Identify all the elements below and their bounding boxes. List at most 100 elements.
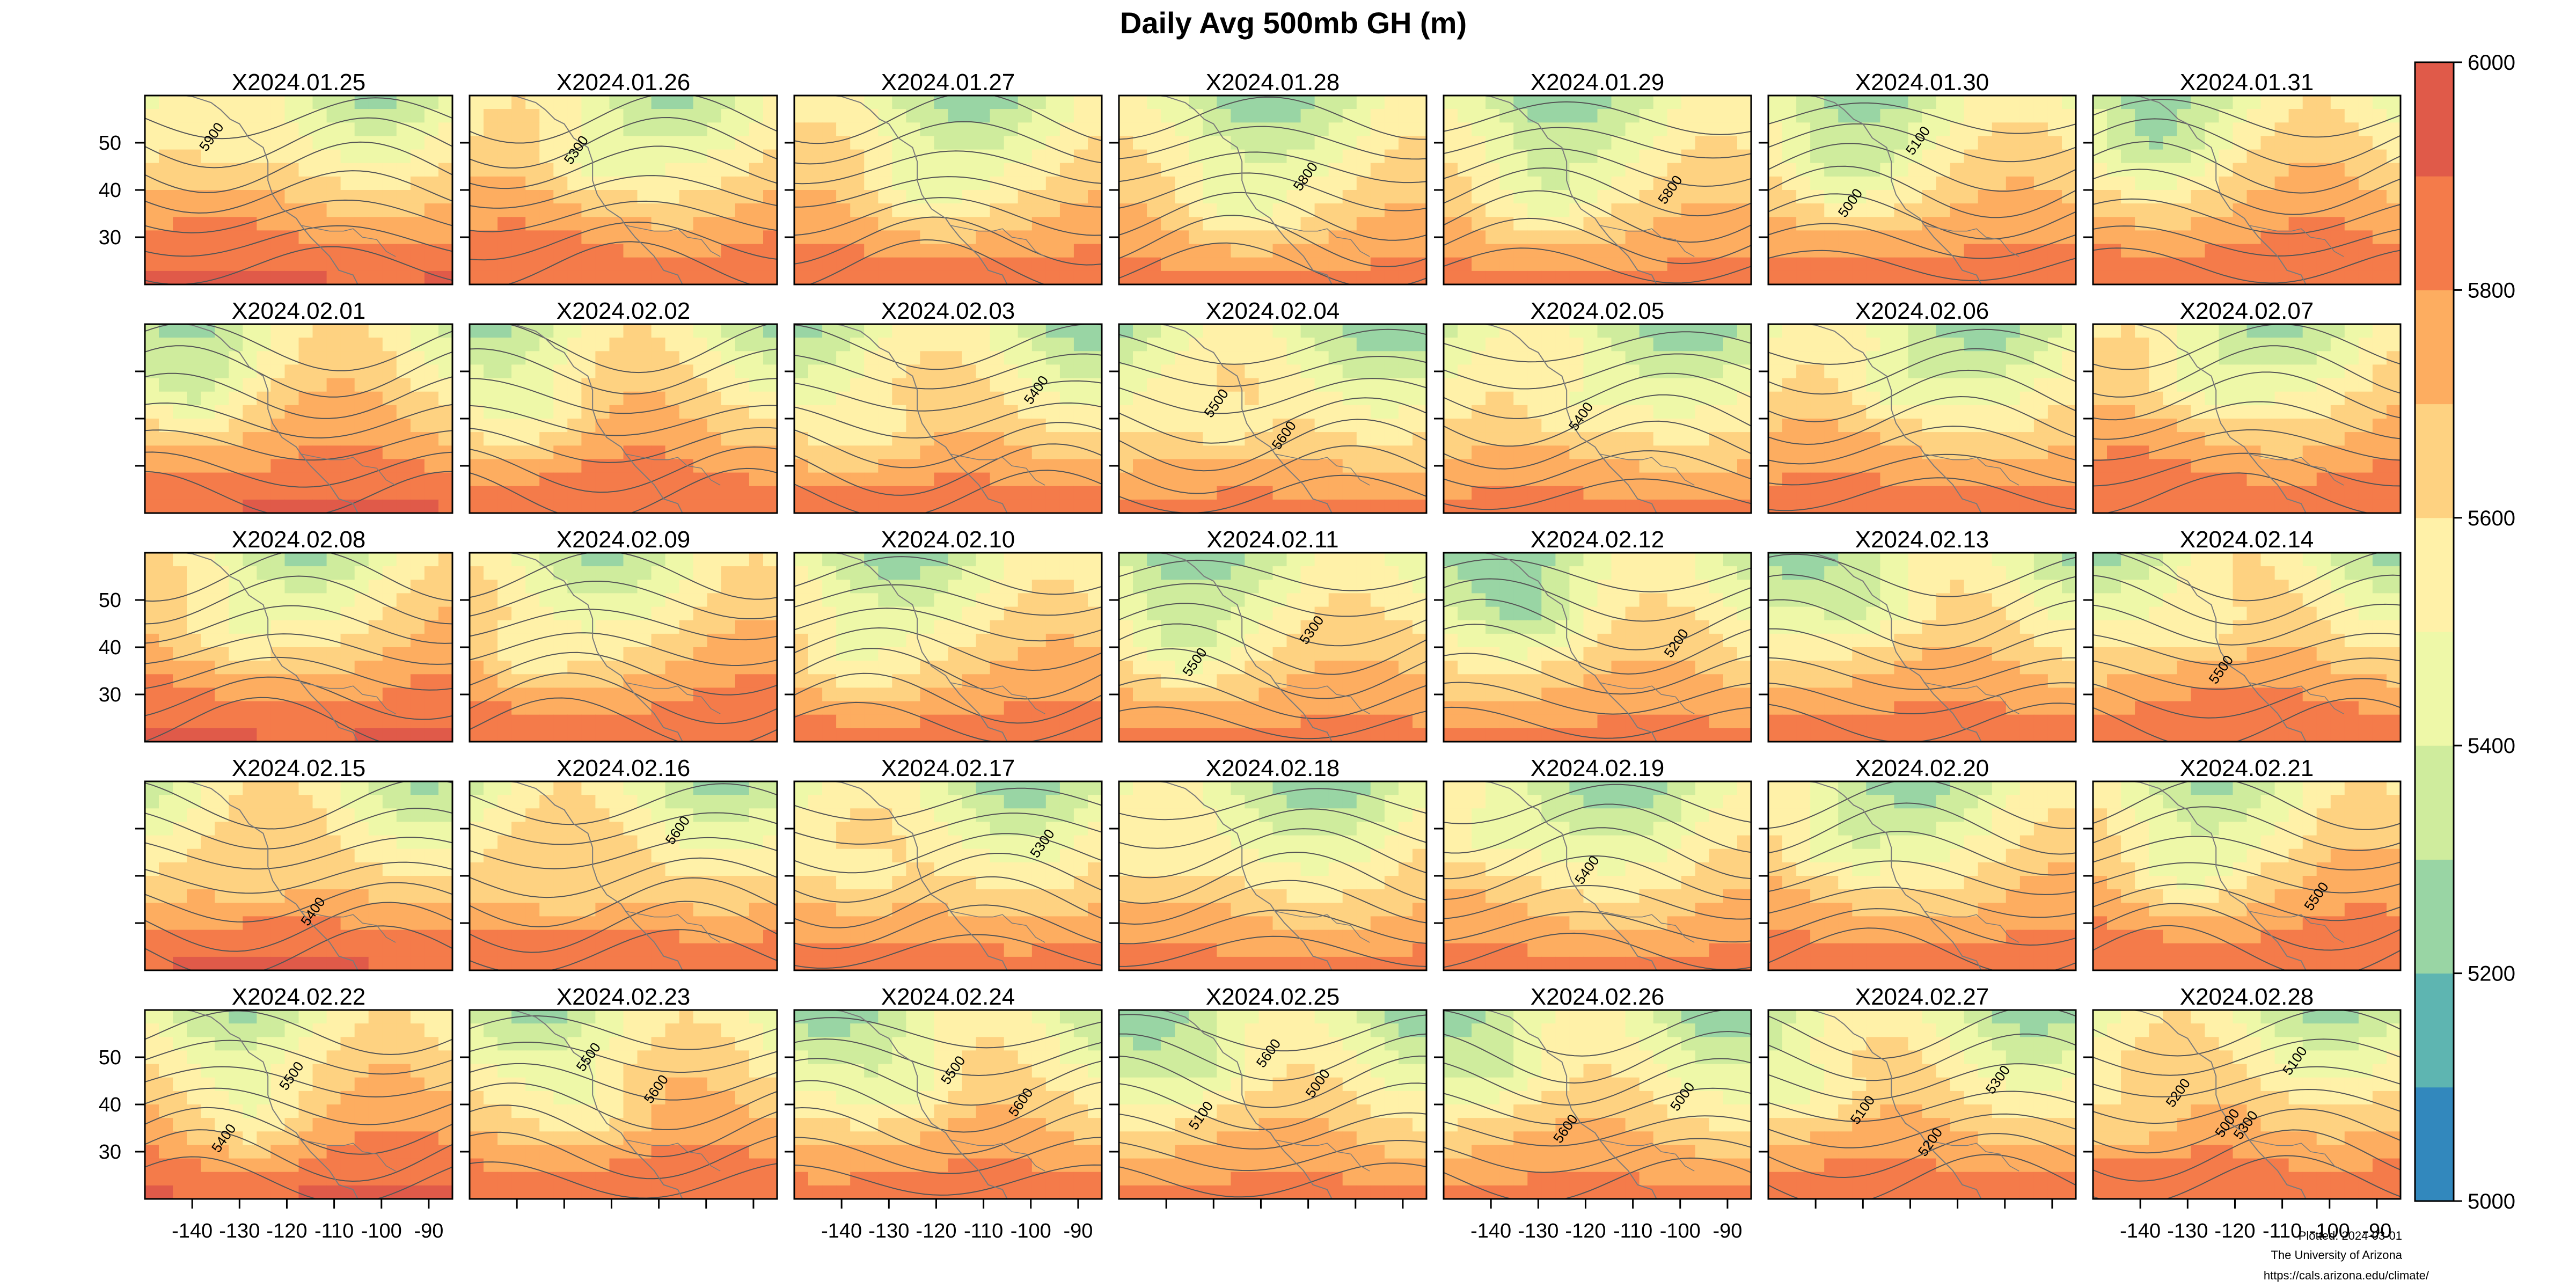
heat-cell [637, 324, 652, 338]
heat-cell [340, 338, 355, 352]
heat-cell [1073, 405, 1088, 419]
heat-cell [145, 378, 159, 392]
heat-cell [1583, 270, 1598, 284]
heat-cell [1485, 122, 1500, 136]
heat-cell [1653, 109, 1668, 123]
heat-cell [2274, 149, 2289, 164]
heat-cell [484, 553, 498, 567]
coastline-path [1478, 96, 1657, 284]
heat-cell [298, 580, 313, 594]
heat-cell [2358, 176, 2373, 191]
heat-cell [511, 472, 526, 487]
heat-cell [1300, 270, 1315, 284]
heat-cell [2107, 230, 2121, 245]
heat-cell [1272, 499, 1287, 513]
heat-cell [1472, 338, 1486, 352]
heat-cell [438, 499, 452, 513]
heat-cell [438, 122, 452, 136]
heat-cell [1133, 122, 1147, 136]
heat-cell [1444, 244, 1458, 258]
heat-cell [553, 378, 568, 392]
heat-cell [822, 445, 837, 459]
heat-cell [1133, 391, 1147, 406]
heat-cell [1667, 472, 1682, 487]
heat-cell [1370, 486, 1385, 500]
heat-cell [340, 230, 355, 245]
heat-cell [1045, 486, 1060, 500]
heat-cell [340, 190, 355, 204]
heat-cell [948, 432, 963, 446]
heat-cell [511, 553, 526, 567]
heat-cell [470, 580, 484, 594]
contour-line [1119, 328, 1426, 365]
heat-cell [2344, 378, 2359, 392]
heat-cell [1527, 176, 1542, 191]
heat-cell [201, 647, 215, 661]
heat-cell [2344, 391, 2359, 406]
heat-cell [2006, 96, 2021, 109]
heat-cell [808, 405, 823, 419]
heat-cell [1681, 459, 1696, 473]
heat-cell [2316, 257, 2331, 272]
heat-cell [2219, 486, 2233, 500]
heat-cell [1328, 324, 1343, 338]
heat-cell [1796, 459, 1811, 473]
heat-cell [735, 96, 750, 109]
heat-cell [1908, 149, 1923, 164]
heat-cell [637, 486, 652, 500]
heat-cell [2372, 486, 2387, 500]
heat-cell [609, 324, 624, 338]
heat-cell [2062, 419, 2076, 433]
heat-cell [410, 190, 425, 204]
heat-cell [1499, 203, 1514, 217]
heat-cell [326, 432, 341, 446]
heat-cell [878, 378, 892, 392]
heat-cell [976, 122, 991, 136]
heat-cell [2033, 419, 2048, 433]
heat-cell [763, 580, 777, 594]
heat-cell [1611, 270, 1626, 284]
heat-cell [2121, 217, 2135, 231]
heat-cell [354, 122, 369, 136]
heat-cell [1189, 270, 1203, 284]
heat-cell [187, 176, 201, 191]
heat-cell [637, 351, 652, 365]
heat-cell [1189, 203, 1203, 217]
heat-cell [326, 499, 341, 513]
heat-cell [721, 419, 736, 433]
heat-cell [2093, 136, 2107, 150]
heat-cell [159, 661, 173, 675]
heat-cell [229, 244, 243, 258]
heat-cell [1964, 136, 1979, 150]
heat-cell [257, 419, 271, 433]
heat-cell [948, 324, 963, 338]
heat-cell [2163, 176, 2177, 191]
heat-cell [2163, 257, 2177, 272]
heat-cell [1737, 230, 1751, 245]
heat-cell [382, 364, 397, 379]
heat-cell [962, 257, 977, 272]
heat-cell [1398, 149, 1413, 164]
heat-cell [1370, 378, 1385, 392]
heat-cell [1231, 486, 1245, 500]
heat-cell [1384, 432, 1399, 446]
heat-cell [1031, 257, 1046, 272]
heat-cell [934, 163, 949, 177]
heat-cell [2006, 257, 2021, 272]
heat-cell [368, 687, 383, 702]
heat-cell [1073, 486, 1088, 500]
heat-cell [1314, 257, 1329, 272]
heat-cell [2302, 244, 2317, 258]
heat-cell [270, 593, 285, 608]
heat-cell [340, 378, 355, 392]
heat-cell [749, 176, 764, 191]
heat-cell [1175, 190, 1189, 204]
heat-cell [2107, 257, 2121, 272]
heat-cell [553, 432, 568, 446]
contour-line [1768, 453, 2076, 486]
heat-cell [424, 714, 439, 729]
heat-cell [1527, 190, 1542, 204]
heat-cell [2163, 472, 2177, 487]
heat-cell [836, 203, 851, 217]
heat-cell [948, 257, 963, 272]
